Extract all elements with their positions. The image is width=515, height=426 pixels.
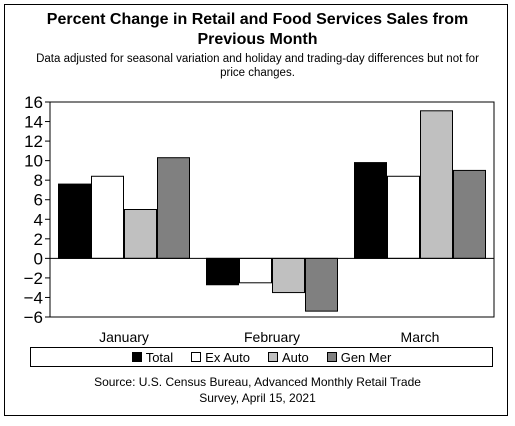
legend-item-ex-auto: Ex Auto — [191, 350, 250, 365]
bar-auto-january — [124, 209, 157, 259]
x-category-label: January — [99, 329, 149, 345]
legend-label-total: Total — [145, 349, 174, 365]
y-tick-label: 10 — [24, 152, 43, 171]
x-category-label: March — [401, 329, 440, 345]
y-tick-label: 4 — [34, 210, 43, 229]
y-tick-label: −2 — [24, 269, 43, 288]
legend-label-gen-mer: Gen Mer — [340, 349, 392, 365]
bar-auto-february — [272, 257, 305, 294]
source-text: Source: U.S. Census Bureau, Advanced Mon… — [94, 375, 421, 405]
y-tick-label: 2 — [34, 230, 43, 249]
bar-gen-mer-february — [305, 257, 338, 312]
plot-area — [49, 101, 495, 318]
bar-auto-march — [420, 110, 453, 259]
y-tick-label: 8 — [34, 171, 43, 190]
legend-label-ex-auto: Ex Auto — [205, 349, 250, 365]
bar-gen-mer-march — [453, 169, 486, 259]
chart-title-text: Percent Change in Retail and Food Servic… — [46, 11, 469, 48]
bar-total-january — [58, 183, 91, 259]
legend-swatch-ex-auto — [191, 352, 202, 362]
y-tick-label: 16 — [24, 93, 43, 112]
bar-ex-auto-february — [239, 257, 272, 284]
bar-ex-auto-january — [91, 175, 124, 259]
legend-swatch-gen-mer — [326, 352, 337, 362]
bar-total-march — [354, 162, 387, 259]
y-tick-label: 0 — [34, 249, 43, 268]
legend-item-gen-mer: Gen Mer — [326, 349, 392, 365]
chart-legend: Total Ex Auto Auto Gen Mer — [30, 347, 493, 367]
bar-gen-mer-january — [157, 157, 190, 259]
y-tick-label: 14 — [24, 113, 43, 132]
legend-swatch-total — [131, 352, 142, 362]
legend-swatch-auto — [267, 352, 278, 362]
bar-ex-auto-march — [387, 175, 420, 259]
y-tick-label: −6 — [24, 308, 43, 327]
chart-title: Percent Change in Retail and Food Servic… — [0, 10, 515, 50]
source-note: Source: U.S. Census Bureau, Advanced Mon… — [0, 374, 515, 406]
legend-item-auto: Auto — [267, 349, 309, 365]
chart-subtitle: Data adjusted for seasonal variation and… — [0, 52, 515, 80]
legend-label-auto: Auto — [281, 349, 309, 365]
y-tick-label: −4 — [24, 288, 43, 307]
x-category-label: February — [244, 329, 300, 345]
bar-total-february — [206, 257, 239, 286]
y-tick-label: 12 — [24, 132, 43, 151]
y-tick-label: 6 — [34, 191, 43, 210]
legend-item-total: Total — [131, 349, 174, 365]
chart-subtitle-text: Data adjusted for seasonal variation and… — [36, 53, 479, 79]
